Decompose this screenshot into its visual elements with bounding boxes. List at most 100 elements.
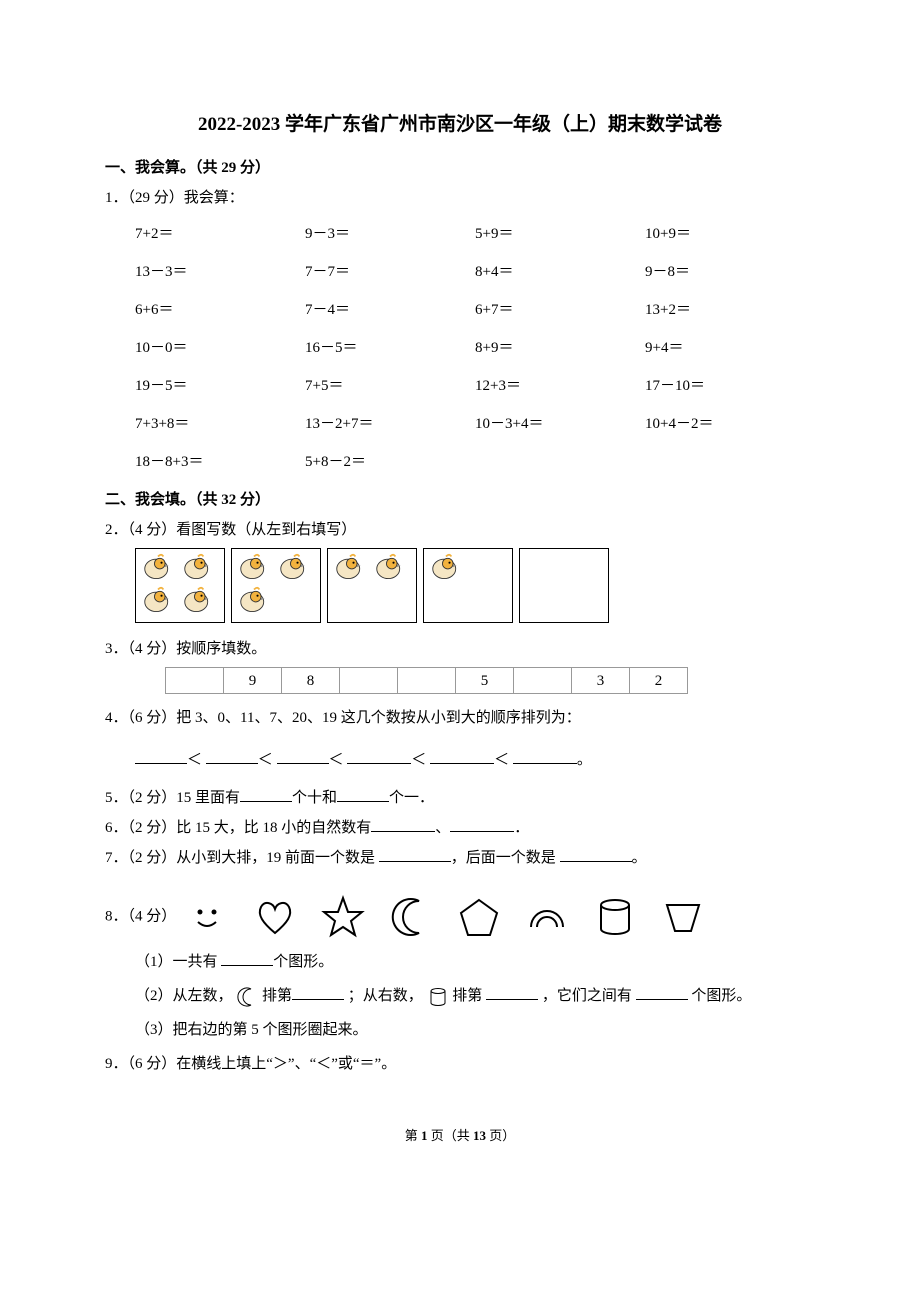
page-footer: 第 1 页（共 13 页） (105, 1126, 815, 1147)
blank[interactable] (486, 986, 538, 1000)
calc-cell: 7+5＝ (305, 374, 475, 398)
blank[interactable] (450, 818, 514, 832)
calc-cell: 7+3+8＝ (135, 412, 305, 436)
bird-icon (138, 584, 178, 617)
blank[interactable] (221, 952, 273, 966)
trapezoid-icon (660, 894, 706, 940)
q8-line: 8．（4 分） (105, 894, 815, 940)
bird-box (135, 548, 225, 623)
blank[interactable] (513, 750, 577, 764)
seq-cell: 5 (456, 668, 514, 694)
calc-cell: 13－2+7＝ (305, 412, 475, 436)
q6-prefix: 6．（2 分）比 15 大，比 18 小的自然数有 (105, 820, 371, 836)
lt: ＜ (187, 752, 202, 768)
calc-cell: 5+9＝ (475, 222, 645, 246)
bird-icon (426, 551, 466, 584)
q8-s1b: 个图形。 (273, 954, 333, 970)
q5-prefix: 5．（2 分）15 里面有 (105, 790, 240, 806)
q8-s1a: （1）一共有 (135, 954, 221, 970)
shapes-row (184, 894, 706, 940)
q2-label: 2．（4 分）看图写数（从左到右填写） (105, 518, 815, 542)
blank[interactable] (560, 848, 632, 862)
q7-line: 7．（2 分）从小到大排，19 前面一个数是 ，后面一个数是 。 (105, 846, 815, 870)
seq-cell[interactable] (398, 668, 456, 694)
blank[interactable] (430, 750, 494, 764)
q6-line: 6．（2 分）比 15 大，比 18 小的自然数有、． (105, 816, 815, 840)
lt: ＜ (494, 752, 509, 768)
q8-sub1: （1）一共有 个图形。 (135, 950, 815, 974)
blank[interactable] (347, 750, 411, 764)
blank[interactable] (337, 788, 389, 802)
tail: 。 (577, 752, 592, 768)
bird-icon (178, 551, 218, 584)
seq-cell: 3 (572, 668, 630, 694)
blank[interactable] (371, 818, 435, 832)
star-icon (320, 894, 366, 940)
footer-b: 1 (421, 1128, 431, 1143)
seq-cell[interactable] (514, 668, 572, 694)
section2-heading: 二、我会填。（共 32 分） (105, 488, 815, 512)
q9-label: 9．（6 分）在横线上填上“＞”、“＜”或“＝”。 (105, 1052, 815, 1076)
smiley-icon (184, 894, 230, 940)
q8-s2f: 个图形。 (691, 988, 751, 1004)
calc-cell: 10+4－2＝ (645, 412, 815, 436)
q8-s2a: （2）从左数， (135, 988, 233, 1004)
footer-c: 页（共 (431, 1128, 473, 1143)
q8-label: 8．（4 分） (105, 909, 176, 925)
seq-cell: 8 (282, 668, 340, 694)
q5-line: 5．（2 分）15 里面有 个十和 个一． (105, 786, 815, 810)
lt: ＜ (411, 752, 426, 768)
q5-mid: 个十和 (292, 790, 337, 806)
cylinder-icon (427, 986, 449, 1008)
seq-cell: 9 (224, 668, 282, 694)
bird-icon (234, 584, 274, 617)
calc-cell: 10+9＝ (645, 222, 815, 246)
calc-cell: 18－8+3＝ (135, 450, 305, 474)
q5-suffix: 个一． (389, 790, 434, 806)
calc-cell: 13+2＝ (645, 298, 815, 322)
blank[interactable] (292, 986, 344, 1000)
q8-s2e: ，它们之间有 (542, 988, 636, 1004)
seq-cell[interactable] (166, 668, 224, 694)
calc-cell: 10－0＝ (135, 336, 305, 360)
bird-icon (234, 551, 274, 584)
bird-icon (330, 551, 370, 584)
q3-table: 98532 (165, 667, 688, 694)
footer-d: 13 (473, 1128, 489, 1143)
blank[interactable] (206, 750, 258, 764)
q2-bird-row (135, 548, 815, 623)
q8-s2d: 排第 (452, 988, 486, 1004)
blank[interactable] (135, 750, 187, 764)
q8-sub2: （2）从左数， 排第 ；从右数， 排第 ，它们之间有 个图形。 (135, 984, 815, 1008)
q8-s2c: ；从右数， (348, 988, 423, 1004)
section1-heading: 一、我会算。（共 29 分） (105, 156, 815, 180)
calc-cell: 10－3+4＝ (475, 412, 645, 436)
bird-box (519, 548, 609, 623)
bird-icon (370, 551, 410, 584)
blank[interactable] (277, 750, 329, 764)
q4-blanks: ＜ ＜ ＜ ＜ ＜ 。 (135, 748, 815, 772)
seq-cell[interactable] (340, 668, 398, 694)
calc-cell: 19－5＝ (135, 374, 305, 398)
footer-a: 第 (405, 1128, 421, 1143)
lt: ＜ (329, 752, 344, 768)
q1-label: 1．（29 分）我会算： (105, 186, 815, 210)
calc-cell: 12+3＝ (475, 374, 645, 398)
moon-icon (236, 986, 258, 1008)
blank[interactable] (240, 788, 292, 802)
calc-cell: 13－3＝ (135, 260, 305, 284)
cylinder-icon (592, 894, 638, 940)
calc-cell: 6+6＝ (135, 298, 305, 322)
blank[interactable] (379, 848, 451, 862)
calc-cell: 9－8＝ (645, 260, 815, 284)
q6-sep: 、 (435, 820, 450, 836)
page-title: 2022-2023 学年广东省广州市南沙区一年级（上）期末数学试卷 (105, 110, 815, 140)
bird-icon (178, 584, 218, 617)
calc-cell: 7－7＝ (305, 260, 475, 284)
bird-box (327, 548, 417, 623)
calc-cell: 17－10＝ (645, 374, 815, 398)
blank[interactable] (636, 986, 688, 1000)
bird-box (231, 548, 321, 623)
footer-e: 页） (489, 1128, 515, 1143)
calc-cell: 9+4＝ (645, 336, 815, 360)
